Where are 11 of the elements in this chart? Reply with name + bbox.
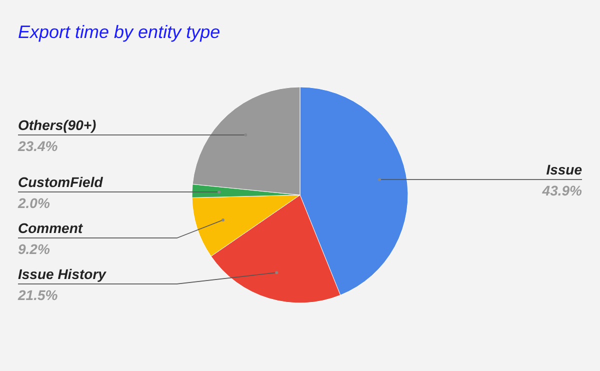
slice-label: Issue History xyxy=(18,266,108,282)
slice-label: CustomField xyxy=(18,174,104,190)
slice-label: Comment xyxy=(18,220,84,236)
data-label: 21.5% xyxy=(17,286,58,303)
data-label: 9.2% xyxy=(18,240,50,257)
slice-label: Others(90+) xyxy=(18,116,97,133)
data-label: 23.4% xyxy=(17,138,58,154)
data-label: 2.0% xyxy=(17,194,50,211)
data-label: 43.9% xyxy=(541,182,583,199)
chart-title: Export time by entity type xyxy=(18,22,220,42)
slice-label: Issue xyxy=(546,162,582,178)
